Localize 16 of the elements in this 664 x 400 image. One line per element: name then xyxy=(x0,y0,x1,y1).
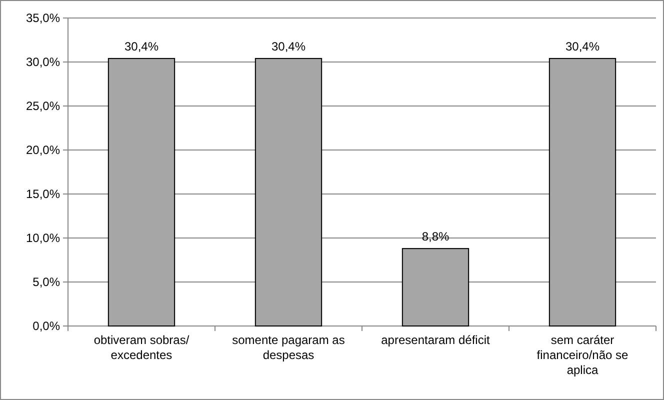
y-tick-label: 15,0% xyxy=(26,187,60,202)
data-label: 30,4% xyxy=(124,39,159,54)
data-label: 30,4% xyxy=(565,39,600,54)
data-label: 8,8% xyxy=(422,230,450,244)
y-tick-label: 10,0% xyxy=(26,231,60,246)
y-tick-label: 20,0% xyxy=(26,143,60,158)
data-label: 30,4% xyxy=(271,39,306,54)
y-tick-label: 0,0% xyxy=(32,319,60,334)
x-tick-label: apresentaram déficit xyxy=(381,333,491,347)
y-tick-label: 35,0% xyxy=(26,11,60,26)
x-tick-label: sem caráter financeiro/não se aplica xyxy=(536,333,629,377)
x-tick-label: obtiveram sobras/ excedentes xyxy=(94,333,190,362)
x-tick-label: somente pagaram as despesas xyxy=(232,333,345,362)
y-tick-label: 5,0% xyxy=(32,275,60,290)
y-tick-label: 30,0% xyxy=(26,55,60,70)
y-tick-label: 25,0% xyxy=(26,99,60,114)
